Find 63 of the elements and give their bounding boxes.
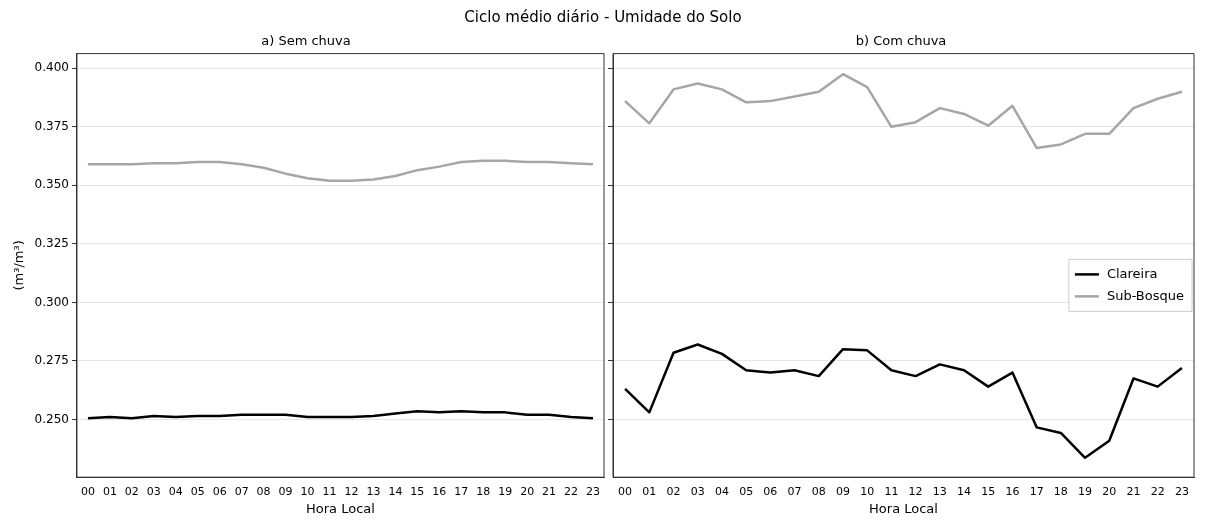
x-tick-label: 02 [666, 484, 681, 498]
x-tick-label: 01 [642, 484, 657, 498]
x-tick-label: 09 [278, 484, 293, 498]
x-tick-label: 15 [410, 484, 425, 498]
x-tick-label: 11 [322, 484, 337, 498]
chart-title: b) Com chuva [855, 33, 947, 49]
y-tick-label: 0.250 [34, 411, 69, 426]
x-tick-label: 14 [957, 484, 972, 498]
x-tick-label: 05 [190, 484, 205, 498]
x-axis-title: Hora Local [306, 500, 375, 516]
y-tick-label: 0.375 [34, 118, 69, 133]
legend-label: Clareira [1106, 265, 1158, 281]
x-tick-label: 10 [300, 484, 315, 498]
x-tick-label: 20 [520, 484, 535, 498]
x-tick-label: 10 [860, 484, 875, 498]
x-tick-label: 19 [498, 484, 513, 498]
x-tick-label: 07 [234, 484, 249, 498]
x-tick-label: 08 [256, 484, 271, 498]
y-tick-label: 0.275 [34, 353, 69, 368]
x-tick-label: 03 [146, 484, 161, 498]
x-tick-label: 11 [884, 484, 899, 498]
x-tick-label: 07 [787, 484, 802, 498]
x-tick-label: 04 [714, 484, 729, 498]
x-tick-label: 00 [80, 484, 95, 498]
x-tick-label: 22 [564, 484, 579, 498]
x-tick-label: 21 [542, 484, 557, 498]
x-tick-label: 15 [981, 484, 996, 498]
x-tick-label: 16 [432, 484, 447, 498]
legend-label: Sub-Bosque [1106, 287, 1184, 303]
y-tick-label: 0.300 [34, 294, 69, 309]
y-tick-label: 0.350 [34, 177, 69, 192]
x-tick-label: 03 [690, 484, 705, 498]
x-tick-label: 02 [124, 484, 139, 498]
x-tick-label: 18 [476, 484, 491, 498]
x-tick-label: 06 [212, 484, 227, 498]
x-tick-label: 14 [388, 484, 403, 498]
x-tick-label: 21 [1126, 484, 1141, 498]
x-axis-title: Hora Local [869, 500, 938, 516]
x-tick-label: 06 [763, 484, 778, 498]
x-tick-label: 22 [1150, 484, 1165, 498]
x-tick-label: 20 [1102, 484, 1117, 498]
x-tick-label: 00 [618, 484, 633, 498]
x-tick-label: 08 [811, 484, 826, 498]
x-tick-label: 09 [835, 484, 850, 498]
x-tick-label: 23 [586, 484, 601, 498]
y-axis-title: (m³/m³) [11, 240, 27, 291]
x-tick-label: 12 [344, 484, 359, 498]
y-tick-label: 0.400 [34, 60, 69, 75]
chart-title: a) Sem chuva [261, 33, 351, 49]
chart-subtitle: Ciclo médio diário - Umidade do Solo [463, 8, 743, 26]
x-tick-label: 17 [1029, 484, 1044, 498]
x-tick-label: 16 [1005, 484, 1020, 498]
x-tick-label: 18 [1053, 484, 1068, 498]
x-tick-label: 04 [168, 484, 183, 498]
x-tick-label: 23 [1174, 484, 1189, 498]
x-tick-label: 05 [739, 484, 754, 498]
x-tick-label: 13 [366, 484, 381, 498]
x-tick-label: 01 [102, 484, 117, 498]
x-tick-label: 12 [908, 484, 923, 498]
y-tick-label: 0.325 [34, 235, 69, 250]
x-tick-label: 17 [454, 484, 469, 498]
x-tick-label: 13 [932, 484, 947, 498]
x-tick-label: 19 [1078, 484, 1093, 498]
